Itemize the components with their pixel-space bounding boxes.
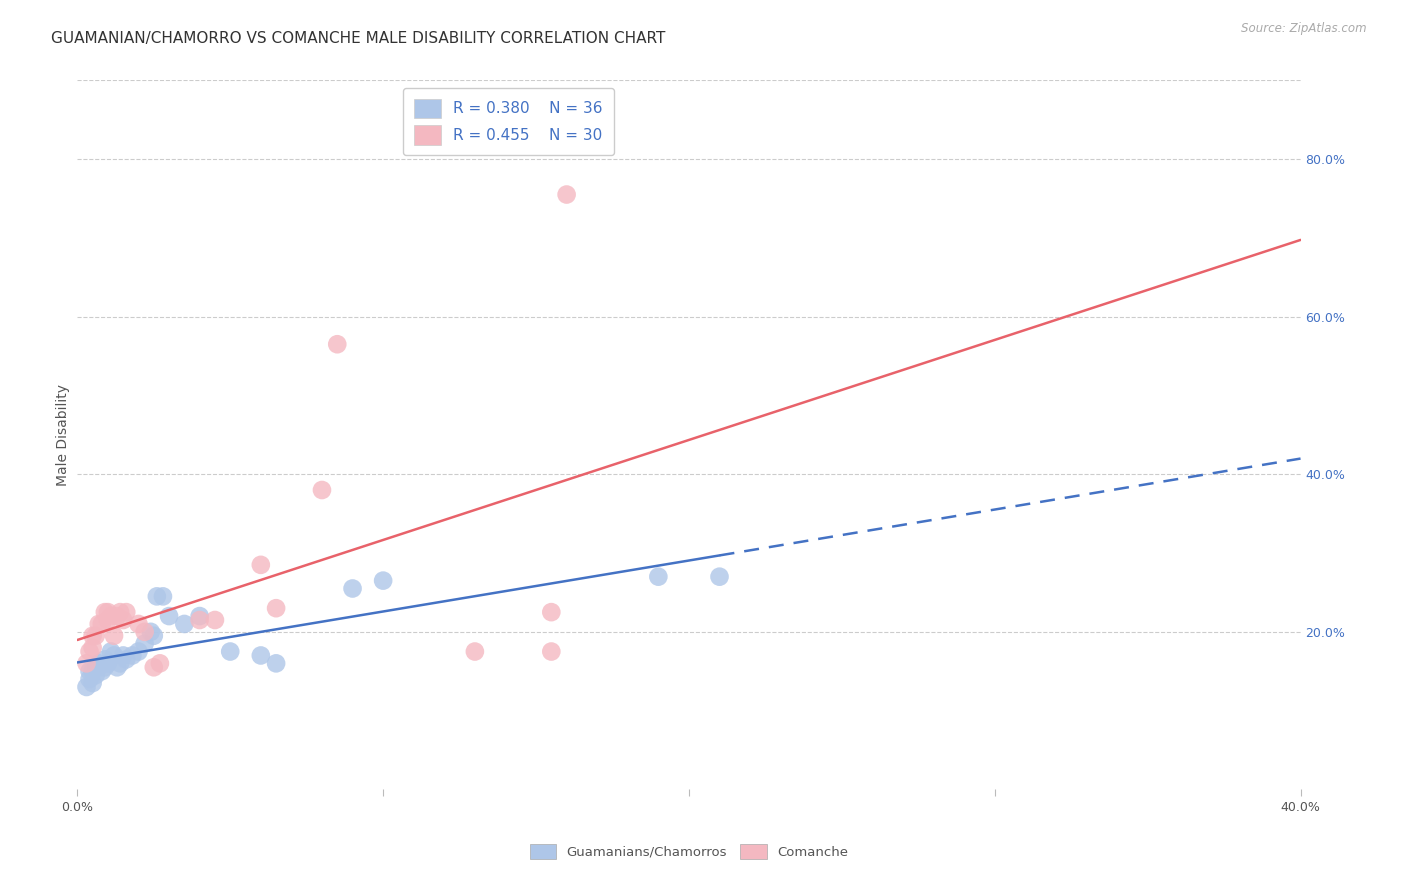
Point [112, 613, 135, 627]
Point [647, 570, 669, 584]
Point [464, 644, 486, 658]
Point [188, 609, 211, 624]
Point [128, 644, 150, 658]
Point [142, 629, 165, 643]
Point [87, 660, 110, 674]
Point [142, 660, 165, 674]
Point [250, 558, 273, 572]
Point [90, 664, 112, 679]
Point [540, 605, 562, 619]
Point [540, 644, 562, 658]
Point [79, 672, 101, 686]
Point [103, 629, 125, 643]
Point [342, 582, 364, 596]
Point [94, 660, 117, 674]
Point [371, 574, 394, 588]
Point [250, 648, 273, 663]
Point [139, 624, 162, 639]
Point [173, 617, 195, 632]
Point [188, 613, 211, 627]
Point [149, 657, 172, 671]
Point [311, 483, 333, 497]
Point [76, 680, 98, 694]
Point [146, 590, 169, 604]
Point [94, 605, 117, 619]
Point [82, 629, 104, 643]
Point [121, 648, 143, 663]
Point [108, 605, 131, 619]
Point [555, 187, 578, 202]
Point [84, 660, 107, 674]
Point [87, 617, 110, 632]
Point [105, 609, 128, 624]
Point [709, 570, 731, 584]
Text: Source: ZipAtlas.com: Source: ZipAtlas.com [1241, 22, 1367, 36]
Point [97, 613, 120, 627]
Point [134, 637, 156, 651]
Point [103, 648, 125, 663]
Point [87, 657, 110, 671]
Point [115, 652, 138, 666]
Point [128, 617, 150, 632]
Point [94, 652, 117, 666]
Point [134, 624, 156, 639]
Point [82, 676, 104, 690]
Point [76, 657, 98, 671]
Text: GUAMANIAN/CHAMORRO VS COMANCHE MALE DISABILITY CORRELATION CHART: GUAMANIAN/CHAMORRO VS COMANCHE MALE DISA… [51, 31, 665, 46]
Point [204, 613, 226, 627]
Point [97, 605, 120, 619]
Point [82, 640, 104, 655]
Point [264, 657, 287, 671]
Point [115, 605, 138, 619]
Point [100, 644, 122, 658]
Point [79, 644, 101, 658]
Point [112, 648, 135, 663]
Point [84, 668, 107, 682]
Point [152, 590, 174, 604]
Point [264, 601, 287, 615]
Point [108, 657, 131, 671]
Point [90, 617, 112, 632]
Point [100, 609, 122, 624]
Point [326, 337, 349, 351]
Point [84, 629, 107, 643]
Y-axis label: Male Disability: Male Disability [56, 384, 70, 486]
Point [105, 660, 128, 674]
Point [82, 664, 104, 679]
Point [157, 609, 180, 624]
Point [97, 657, 120, 671]
Point [79, 664, 101, 679]
Point [219, 644, 242, 658]
Legend: Guamanians/Chamorros, Comanche: Guamanians/Chamorros, Comanche [524, 838, 853, 864]
